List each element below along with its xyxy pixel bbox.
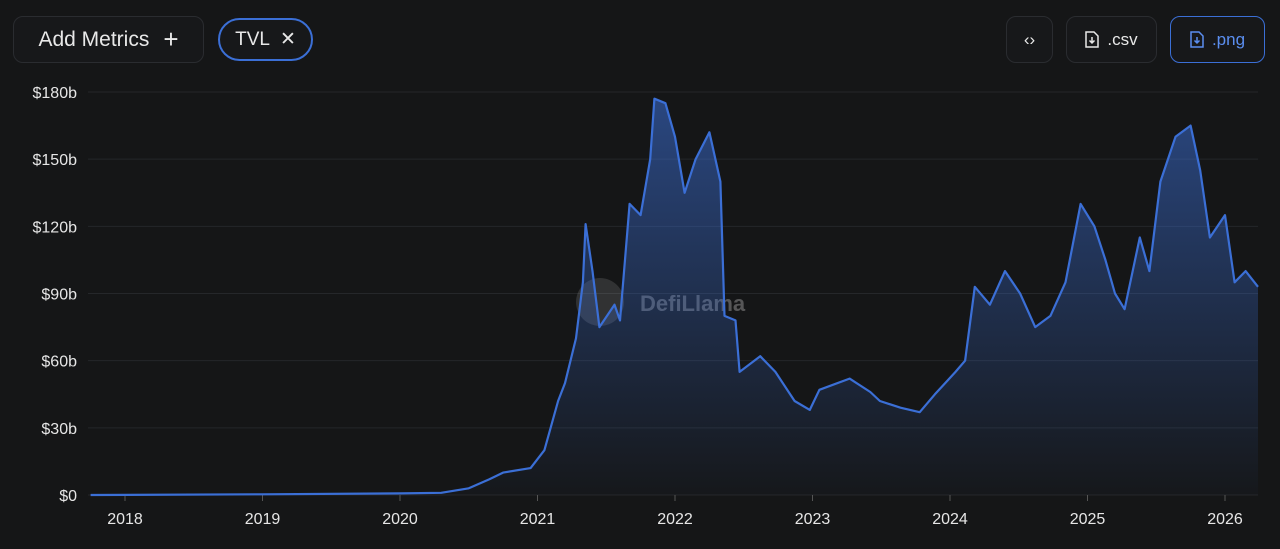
- close-icon[interactable]: ✕: [279, 29, 296, 50]
- embed-code-button[interactable]: ‹›: [1006, 16, 1053, 63]
- x-tick-label: 2019: [245, 511, 281, 528]
- series-area: [90, 98, 1259, 495]
- add-metrics-button[interactable]: Add Metrics +: [13, 16, 204, 63]
- x-tick-label: 2023: [795, 511, 831, 528]
- x-tick-label: 2024: [932, 511, 968, 528]
- x-tick-label: 2022: [657, 511, 693, 528]
- tvl-metric-chip[interactable]: TVL ✕: [218, 18, 313, 61]
- chip-label: TVL: [235, 28, 270, 50]
- y-tick-label: $30b: [41, 421, 77, 438]
- y-tick-label: $150b: [33, 152, 78, 169]
- x-tick-label: 2025: [1070, 511, 1106, 528]
- x-tick-label: 2018: [107, 511, 143, 528]
- y-tick-label: $0: [59, 488, 77, 505]
- code-icon: ‹›: [1023, 29, 1036, 49]
- file-download-icon: [1085, 31, 1100, 48]
- x-tick-label: 2021: [520, 511, 556, 528]
- file-download-icon: [1190, 31, 1204, 48]
- y-tick-label: $180b: [33, 85, 78, 102]
- plus-icon: +: [163, 24, 179, 54]
- y-tick-label: $90b: [41, 287, 77, 304]
- x-tick-label: 2020: [382, 511, 418, 528]
- series-line: [90, 97, 1259, 497]
- y-tick-label: $60b: [41, 354, 77, 371]
- y-tick-label: $120b: [33, 219, 78, 236]
- x-tick-label: 2026: [1207, 511, 1243, 528]
- download-csv-button[interactable]: .csv: [1066, 16, 1157, 63]
- csv-label: .csv: [1107, 29, 1138, 49]
- download-png-button[interactable]: .png: [1170, 16, 1265, 63]
- png-label: .png: [1211, 29, 1246, 49]
- add-metrics-label: Add Metrics: [38, 27, 150, 51]
